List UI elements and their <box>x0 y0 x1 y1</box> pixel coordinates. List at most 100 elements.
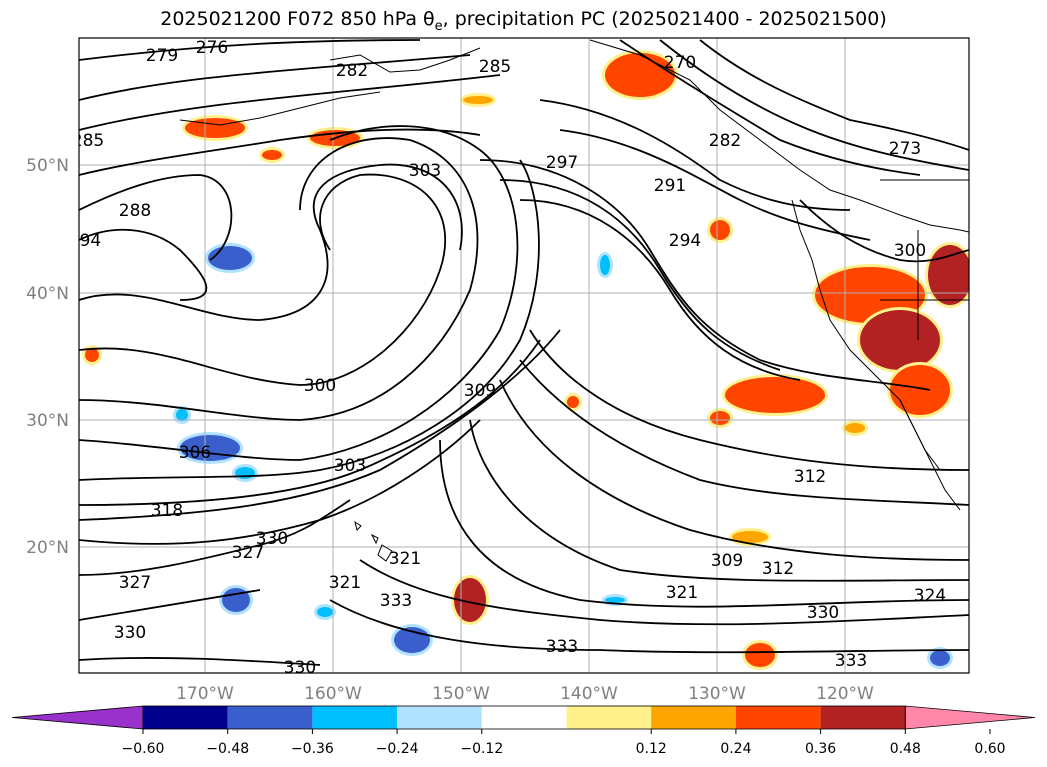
contour-line <box>79 589 261 621</box>
contour-label: 273 <box>889 139 921 159</box>
aleutian-coast <box>179 91 381 126</box>
lat-label: 30°N <box>26 411 69 431</box>
contour-label: 294 <box>69 231 101 251</box>
contour-line <box>539 99 851 211</box>
colorbar-extend-high <box>904 705 1036 730</box>
contour-line <box>359 559 969 626</box>
contour-line <box>439 439 969 608</box>
lon-label: 120°W <box>816 684 874 704</box>
lon-label: 140°W <box>560 684 618 704</box>
colorbar-tick-label: −0.36 <box>291 741 334 757</box>
precip-area <box>890 365 950 415</box>
contour-label: 282 <box>709 131 741 151</box>
colorbar-segment <box>820 706 906 729</box>
contour-line <box>529 329 969 471</box>
precip-area <box>710 220 730 240</box>
colorbar-segment <box>481 706 567 729</box>
contour-label: 321 <box>389 549 421 569</box>
contour-line <box>699 39 969 151</box>
colorbar-segment <box>735 706 821 729</box>
precip-area <box>454 578 486 622</box>
contour-line <box>79 159 540 481</box>
contour-label: 321 <box>329 573 361 593</box>
contour-line <box>499 379 969 561</box>
contour-label: 330 <box>807 603 839 623</box>
precip-area <box>222 588 250 612</box>
contour-label: 330 <box>256 529 288 549</box>
lat-label: 40°N <box>26 284 69 304</box>
contour-label: 309 <box>711 551 743 571</box>
precip-area <box>710 411 730 425</box>
contour-line <box>79 329 561 521</box>
precip-area <box>176 409 188 421</box>
contour-line <box>619 39 921 176</box>
contour-label: 321 <box>666 583 698 603</box>
colorbar <box>11 705 1036 730</box>
contour-line <box>329 599 969 654</box>
contour-label: 300 <box>304 376 336 396</box>
contour-line <box>79 173 446 386</box>
colorbar-tick-label: 0.48 <box>890 741 921 757</box>
precip-area <box>463 96 493 104</box>
map-frame <box>78 37 970 674</box>
hawaii-islands <box>354 520 393 562</box>
colorbar-extend-low <box>11 705 144 730</box>
contour-label: 309 <box>464 381 496 401</box>
precip-area <box>860 310 940 370</box>
contour-label: 279 <box>146 46 178 66</box>
contour-line <box>519 199 801 381</box>
colorbar-tick-label: −0.48 <box>206 741 249 757</box>
contour-label: 318 <box>151 501 183 521</box>
contour-label: 312 <box>794 467 826 487</box>
contour-line <box>79 339 541 506</box>
contour-line <box>79 54 471 101</box>
colorbar-segment <box>397 706 482 729</box>
precip-area <box>317 607 333 617</box>
contour-line <box>469 419 969 582</box>
contour-line <box>79 657 321 666</box>
precip-area <box>845 423 865 433</box>
alaska-coast <box>329 47 481 73</box>
precip-area <box>745 643 775 667</box>
contour-line <box>499 179 781 371</box>
precip-area <box>208 246 252 270</box>
contour-line <box>79 74 501 131</box>
state-border <box>880 179 969 340</box>
contour-label: 327 <box>232 543 264 563</box>
colorbar-tick-label: 0.60 <box>974 741 1005 757</box>
west-coast <box>791 199 961 511</box>
contour-label: 306 <box>179 443 211 463</box>
colorbar-tick-label: 0.12 <box>636 741 667 757</box>
contour-line <box>799 199 969 263</box>
chart-title: 2025021200 F072 850 hPa θe, precipitatio… <box>160 8 887 34</box>
contour-label: 300 <box>894 241 926 261</box>
colorbar-tick-label: −0.24 <box>376 741 419 757</box>
contour-label: 333 <box>380 591 412 611</box>
contour-label: 330 <box>284 658 316 678</box>
precip-area <box>567 396 579 408</box>
contour-line <box>79 39 421 61</box>
map-background <box>79 38 969 673</box>
contour-label: 303 <box>409 161 441 181</box>
contour-label: 285 <box>72 131 104 151</box>
contour-line <box>79 137 479 421</box>
north-america-coast <box>589 39 969 233</box>
coastline <box>179 39 969 562</box>
precipitation-layer <box>82 50 969 670</box>
colorbar-segment <box>566 706 652 729</box>
contour-line <box>79 174 233 261</box>
colorbar-tick-label: −0.12 <box>460 741 503 757</box>
contour-label: 297 <box>546 153 578 173</box>
lon-label: 160°W <box>304 684 362 704</box>
latitude-labels: 50°N 40°N 30°N 20°N <box>26 156 69 558</box>
contour-label: 330 <box>114 623 146 643</box>
precip-area <box>928 245 969 305</box>
contour-line <box>79 228 208 301</box>
contour-label: 324 <box>914 586 946 606</box>
precip-area <box>85 348 99 362</box>
contour-label: 303 <box>334 456 366 476</box>
contour-label: 312 <box>762 559 794 579</box>
precip-area <box>600 255 610 275</box>
contour-line <box>559 129 871 241</box>
